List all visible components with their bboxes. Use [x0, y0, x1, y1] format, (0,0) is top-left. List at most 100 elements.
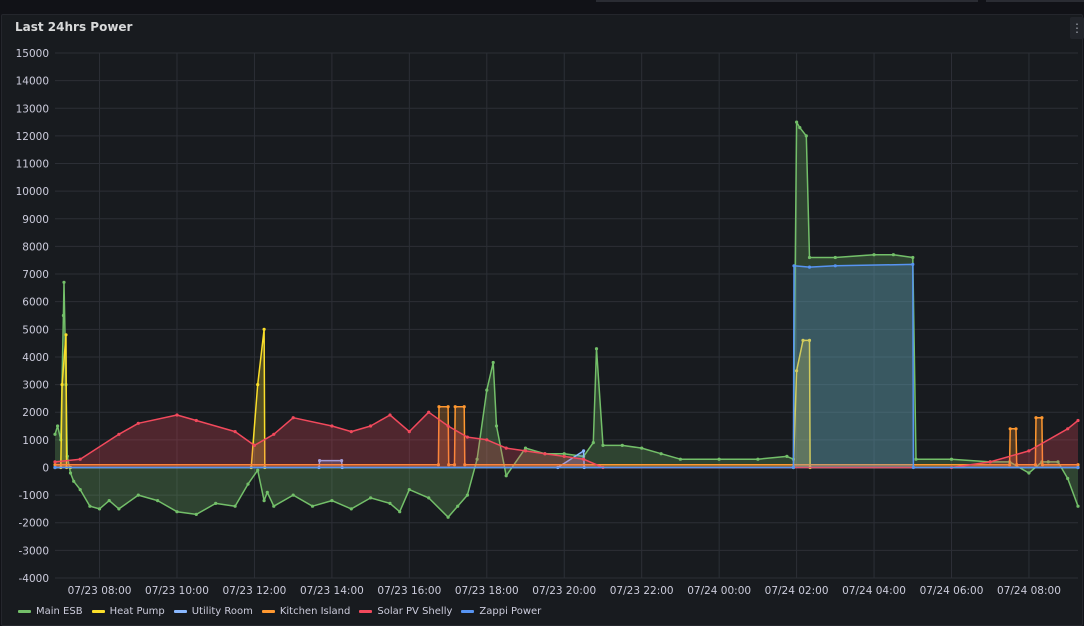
data-point-utility-room — [318, 459, 322, 463]
data-point-main-esb — [310, 504, 315, 508]
data-point-solar-pv-shelly — [194, 418, 198, 423]
data-point-main-esb — [330, 499, 334, 503]
toolbar-field[interactable] — [596, 0, 978, 2]
data-point-main-esb — [68, 471, 73, 475]
data-point-main-esb — [659, 452, 663, 456]
x-tick-label: 07/23 18:00 — [455, 585, 519, 597]
data-point-main-esb — [175, 510, 179, 514]
legend-item-zappi-power[interactable]: Zappi Power — [461, 604, 541, 618]
data-point-main-esb — [427, 496, 431, 500]
legend-item-heat-pump[interactable]: Heat Pump — [91, 604, 165, 618]
legend-label: Solar PV Shelly — [377, 605, 453, 617]
series-line-zappi-power — [55, 263, 1078, 469]
data-point-kitchen-island — [1076, 463, 1080, 467]
data-point-main-esb — [53, 432, 57, 436]
x-tick-label: 07/24 02:00 — [765, 585, 829, 597]
data-point-main-esb — [456, 504, 460, 508]
data-point-main-esb — [265, 490, 269, 494]
data-point-main-esb — [795, 120, 799, 124]
data-point-solar-pv-shelly — [465, 435, 469, 439]
legend-item-kitchen-island[interactable]: Kitchen Island — [261, 604, 350, 618]
y-tick-label: 2000 — [22, 407, 49, 419]
data-point-heat-pump — [262, 327, 266, 331]
data-point-heat-pump — [795, 369, 799, 373]
toolbar-field-2[interactable] — [986, 0, 1084, 2]
data-point-zappi-power — [53, 465, 57, 470]
data-point-solar-pv-shelly — [504, 446, 508, 450]
legend-item-main-esb[interactable]: Main ESB — [18, 604, 83, 618]
data-point-main-esb — [911, 255, 915, 260]
data-point-heat-pump — [60, 383, 64, 387]
data-point-solar-pv-shelly — [446, 424, 450, 428]
data-point-kitchen-island — [1040, 416, 1044, 420]
data-point-kitchen-island — [53, 463, 57, 467]
data-point-main-esb — [233, 504, 237, 508]
data-point-main-esb — [1056, 460, 1060, 464]
data-point-main-esb — [594, 347, 599, 351]
data-point-main-esb — [97, 507, 102, 511]
data-point-main-esb — [717, 457, 721, 461]
x-tick-label: 07/23 10:00 — [145, 585, 209, 597]
data-point-solar-pv-shelly — [252, 443, 256, 447]
data-point-main-esb — [1027, 471, 1031, 475]
panel-title: Last 24hrs Power — [15, 20, 133, 34]
data-point-main-esb — [949, 457, 954, 461]
data-point-kitchen-island — [1008, 463, 1012, 467]
data-point-kitchen-island — [436, 463, 440, 467]
legend-swatch — [461, 609, 475, 613]
kebab-menu-icon[interactable]: ⋮ — [1070, 17, 1084, 39]
data-point-solar-pv-shelly — [349, 430, 353, 434]
data-point-utility-room — [582, 449, 586, 453]
legend-item-utility-room[interactable]: Utility Room — [173, 604, 253, 618]
data-point-main-esb — [136, 493, 140, 497]
data-point-main-esb — [262, 499, 266, 503]
y-tick-label: -2000 — [18, 518, 49, 530]
data-point-main-esb — [388, 501, 392, 505]
data-point-solar-pv-shelly — [53, 460, 57, 464]
data-point-solar-pv-shelly — [272, 432, 276, 436]
data-point-main-esb — [398, 510, 402, 514]
data-point-solar-pv-shelly — [330, 424, 334, 428]
data-point-main-esb — [494, 424, 499, 428]
data-point-kitchen-island — [452, 463, 457, 467]
data-point-solar-pv-shelly — [407, 430, 411, 434]
data-point-solar-pv-shelly — [523, 449, 528, 453]
data-point-kitchen-island — [462, 405, 466, 409]
legend-item-solar-pv-shelly[interactable]: Solar PV Shelly — [359, 604, 452, 618]
data-point-zappi-power — [791, 465, 796, 470]
y-tick-label: 5000 — [22, 324, 49, 336]
data-point-main-esb — [117, 507, 121, 511]
y-tick-label: -1000 — [18, 490, 49, 502]
data-point-main-esb — [214, 501, 218, 505]
data-point-main-esb — [491, 360, 495, 365]
data-point-solar-pv-shelly — [117, 432, 121, 436]
data-point-solar-pv-shelly — [291, 416, 295, 420]
y-tick-label: -4000 — [18, 573, 49, 585]
x-tick-label: 07/24 06:00 — [920, 585, 984, 597]
series-area-solar-pv-shelly — [55, 412, 1078, 468]
y-tick-label: -3000 — [18, 545, 49, 557]
data-point-solar-pv-shelly — [78, 457, 82, 461]
data-point-kitchen-island — [446, 405, 450, 409]
data-point-solar-pv-shelly — [485, 438, 489, 442]
x-tick-label: 07/23 14:00 — [300, 585, 364, 597]
data-point-main-esb — [523, 446, 528, 450]
x-tick-label: 07/23 08:00 — [68, 585, 132, 597]
data-point-utility-room — [340, 459, 344, 463]
data-point-main-esb — [1066, 476, 1070, 481]
data-point-main-esb — [601, 443, 605, 447]
y-tick-label: 14000 — [16, 76, 49, 88]
data-point-main-esb — [78, 488, 82, 492]
data-point-kitchen-island — [1014, 427, 1018, 431]
x-tick-label: 07/23 20:00 — [532, 585, 596, 597]
x-tick-label: 07/23 22:00 — [610, 585, 674, 597]
data-point-heat-pump — [256, 383, 260, 387]
data-point-main-esb — [1046, 460, 1050, 464]
data-point-main-esb — [61, 313, 65, 318]
data-point-solar-pv-shelly — [388, 413, 392, 417]
legend-label: Heat Pump — [109, 605, 165, 617]
data-point-heat-pump — [807, 338, 812, 342]
data-point-main-esb — [256, 468, 260, 472]
data-point-kitchen-island — [437, 405, 441, 409]
y-tick-label: 3000 — [22, 380, 49, 392]
